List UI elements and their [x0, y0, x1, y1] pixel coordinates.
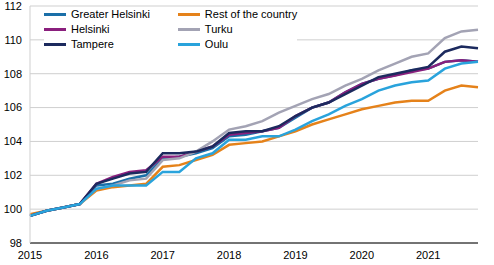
svg-text:2019: 2019 [283, 249, 307, 261]
html-text:Greater Helsinki: Greater Helsinki [71, 8, 150, 20]
html-text:Turku: Turku [204, 23, 233, 35]
svg-text:2016: 2016 [84, 249, 108, 261]
svg-text:2018: 2018 [217, 249, 241, 261]
html-text:Tampere: Tampere [71, 38, 114, 50]
svg-text:2020: 2020 [350, 249, 374, 261]
svg-text:2021: 2021 [416, 249, 440, 261]
svg-text:2017: 2017 [150, 249, 174, 261]
svg-text:98: 98 [10, 237, 22, 249]
html-text:Rest of the country: Rest of the country [204, 8, 298, 20]
svg-text:100: 100 [8, 203, 22, 215]
svg-text:112: 112 [8, 0, 22, 12]
html-text:Helsinki: Helsinki [71, 23, 110, 35]
svg-text:104: 104 [8, 135, 22, 147]
svg-text:108: 108 [8, 68, 22, 80]
svg-text:102: 102 [8, 169, 22, 181]
svg-text:110: 110 [8, 34, 22, 46]
svg-text:2015: 2015 [18, 249, 42, 261]
html-text:Oulu: Oulu [204, 38, 229, 50]
svg-text:106: 106 [8, 101, 22, 113]
